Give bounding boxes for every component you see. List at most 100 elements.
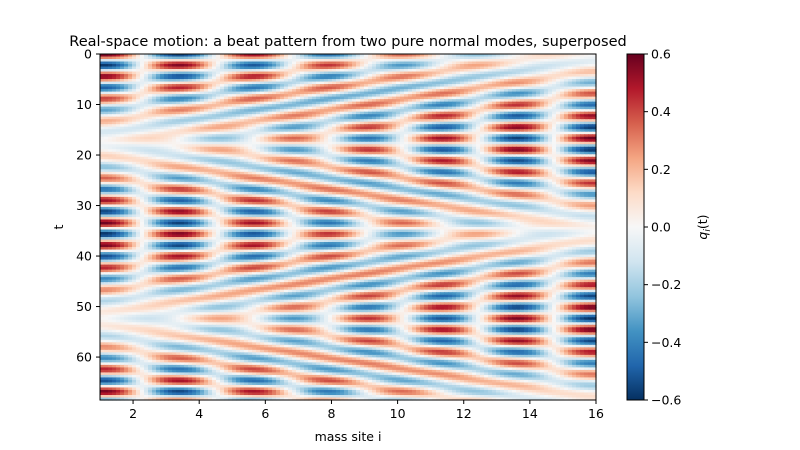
heatmap-cell (480, 69, 485, 73)
heatmap-cell (476, 94, 481, 98)
heatmap-cell (464, 61, 469, 65)
heatmap-cell (192, 81, 197, 85)
heatmap-cell (336, 61, 341, 65)
heatmap-cell (188, 54, 193, 58)
heatmap-cell (120, 89, 125, 93)
heatmap-cell (188, 81, 193, 85)
heatmap-cell (324, 91, 329, 95)
heatmap-cell (384, 66, 389, 70)
heatmap-cell (260, 99, 265, 103)
heatmap-cell (472, 76, 477, 80)
heatmap-cell (568, 66, 573, 70)
heatmap-cell (308, 74, 313, 78)
heatmap-cell (320, 59, 325, 63)
heatmap-cell (588, 64, 593, 68)
heatmap-cell (100, 81, 105, 85)
heatmap-cell (420, 101, 425, 105)
heatmap-cell (156, 96, 161, 100)
heatmap-cell (340, 96, 345, 100)
heatmap-cell (564, 104, 569, 108)
heatmap-cell (164, 69, 169, 73)
heatmap-cell (388, 86, 393, 90)
heatmap-cell (256, 71, 261, 75)
heatmap-cell (568, 54, 573, 58)
heatmap-cell (588, 81, 593, 85)
heatmap-cell (140, 66, 145, 70)
heatmap-cell (432, 59, 437, 63)
heatmap-cell (332, 94, 337, 98)
heatmap-cell (520, 76, 525, 80)
heatmap-cell (200, 104, 205, 108)
heatmap-cell (404, 56, 409, 60)
heatmap-cell (468, 94, 473, 98)
heatmap-cell (132, 64, 137, 68)
heatmap-cell (284, 86, 289, 90)
heatmap-cell (288, 79, 293, 83)
heatmap-cell (340, 56, 345, 60)
heatmap-cell (464, 54, 469, 58)
heatmap-cell (500, 56, 505, 60)
heatmap-cell (184, 104, 189, 108)
heatmap-cell (240, 66, 245, 70)
heatmap-cell (336, 84, 341, 88)
heatmap-cell (588, 79, 593, 83)
heatmap-cell (188, 79, 193, 83)
heatmap-cell (248, 86, 253, 90)
heatmap-cell (412, 81, 417, 85)
heatmap-cell (264, 74, 269, 78)
heatmap-cell (116, 74, 121, 78)
heatmap-cell (308, 54, 313, 58)
heatmap-cell (516, 54, 521, 58)
heatmap-cell (244, 84, 249, 88)
heatmap-cell (348, 94, 353, 98)
heatmap-cell (132, 94, 137, 98)
heatmap-cell (416, 69, 421, 73)
heatmap-cell (332, 91, 337, 95)
heatmap-cell (536, 99, 541, 103)
heatmap-cell (200, 99, 205, 103)
heatmap-cell (500, 81, 505, 85)
heatmap-cell (116, 91, 121, 95)
heatmap-cell (428, 81, 433, 85)
heatmap-cell (532, 84, 537, 88)
heatmap-cell (120, 91, 125, 95)
heatmap-cell (192, 104, 197, 108)
heatmap-cell (168, 104, 173, 108)
heatmap-cell (196, 61, 201, 65)
heatmap-cell (180, 76, 185, 80)
heatmap-cell (212, 96, 217, 100)
heatmap-cell (540, 104, 545, 108)
heatmap-cell (188, 91, 193, 95)
heatmap-cell (300, 94, 305, 98)
heatmap-cell (184, 56, 189, 60)
heatmap-cell (256, 76, 261, 80)
heatmap-cell (388, 79, 393, 83)
heatmap-cell (284, 104, 289, 108)
heatmap-cell (164, 91, 169, 95)
heatmap-cell (312, 66, 317, 70)
heatmap-cell (124, 101, 129, 105)
heatmap-cell (132, 71, 137, 75)
heatmap-cell (480, 54, 485, 58)
heatmap-cell (152, 69, 157, 73)
heatmap-cell (424, 69, 429, 73)
heatmap-cell (112, 56, 117, 60)
heatmap-cell (356, 81, 361, 85)
heatmap-cell (440, 104, 445, 108)
heatmap-cell (380, 66, 385, 70)
heatmap-cell (432, 79, 437, 83)
heatmap-cell (140, 64, 145, 68)
heatmap-cell (456, 79, 461, 83)
heatmap-cell (228, 71, 233, 75)
heatmap-cell (576, 91, 581, 95)
heatmap-cell (576, 101, 581, 105)
heatmap-cell (184, 81, 189, 85)
heatmap-cell (436, 84, 441, 88)
heatmap-cell (324, 99, 329, 103)
heatmap-cell (520, 101, 525, 105)
heatmap-cell (192, 61, 197, 65)
heatmap-cell (548, 101, 553, 105)
heatmap-cell (368, 61, 373, 65)
heatmap-cell (252, 74, 257, 78)
heatmap-cell (124, 56, 129, 60)
